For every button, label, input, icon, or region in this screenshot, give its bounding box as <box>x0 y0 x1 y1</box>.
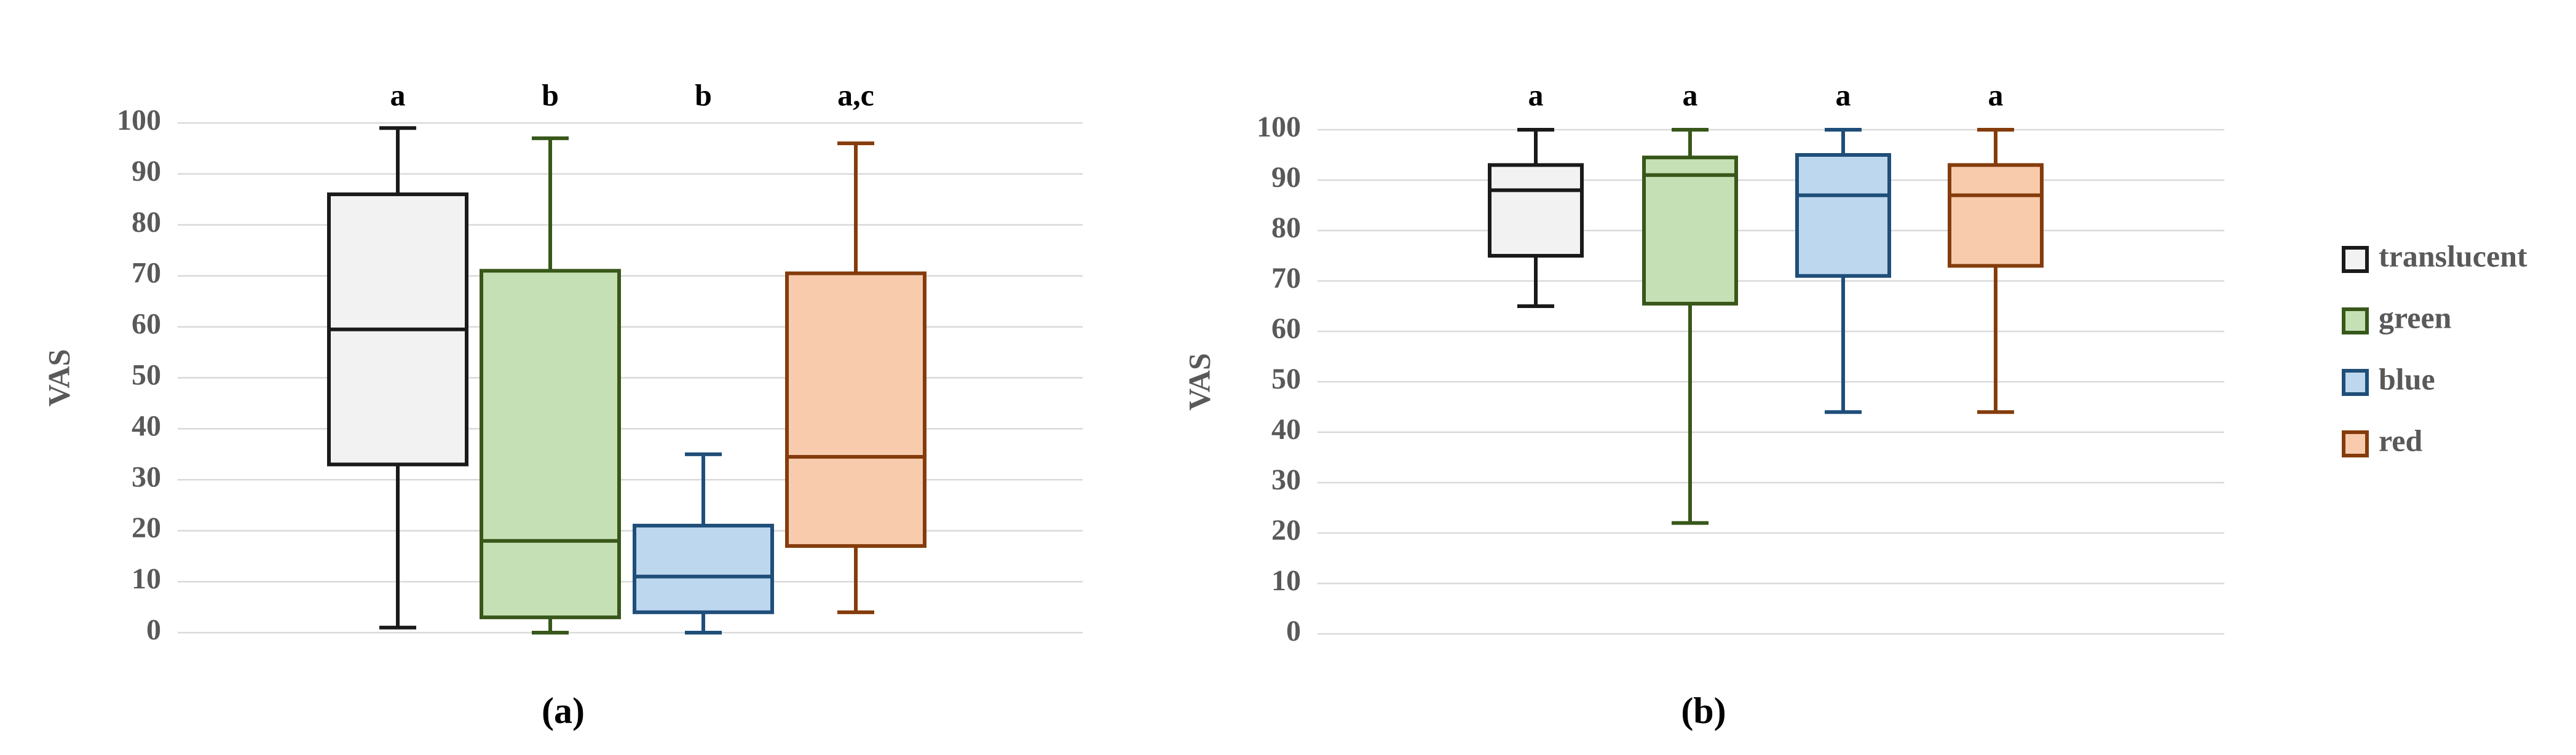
legend-swatch <box>2342 307 2369 334</box>
group-letter: a <box>1836 77 1851 112</box>
group-letter: a,c <box>837 77 874 112</box>
y-tick-label: 30 <box>132 461 161 493</box>
y-tick-label: 50 <box>132 359 161 392</box>
y-tick-label: 20 <box>132 512 161 544</box>
y-tick-label: 10 <box>132 563 161 595</box>
y-tick-label: 20 <box>1271 514 1301 547</box>
panel-label: (a) <box>542 690 585 731</box>
legend-label: green <box>2379 300 2452 334</box>
y-tick-label: 100 <box>1257 111 1301 143</box>
box <box>1795 153 1891 278</box>
y-tick-label: 80 <box>1271 211 1301 244</box>
panel-label: (b) <box>1681 690 1726 731</box>
y-tick-label: 10 <box>1271 564 1301 597</box>
box <box>785 271 926 548</box>
y-axis-label: VAS <box>1182 353 1216 411</box>
group-letter: b <box>542 77 559 112</box>
group-letter: a <box>1683 77 1698 112</box>
legend-swatch <box>2342 430 2369 457</box>
box <box>480 269 621 620</box>
y-tick-label: 40 <box>132 409 161 442</box>
y-tick-label: 60 <box>1271 312 1301 345</box>
y-tick-label: 100 <box>117 104 161 136</box>
y-tick-label: 90 <box>132 155 161 188</box>
y-tick-label: 90 <box>1271 161 1301 194</box>
legend-label: blue <box>2379 362 2435 396</box>
group-letter: a <box>1528 77 1544 112</box>
y-tick-label: 0 <box>1286 615 1301 647</box>
y-tick-label: 40 <box>1271 413 1301 446</box>
legend-label: translucent <box>2379 239 2527 273</box>
box <box>633 523 774 614</box>
y-axis-label: VAS <box>41 349 76 407</box>
legend-label: red <box>2379 423 2422 457</box>
y-tick-label: 70 <box>1271 262 1301 294</box>
group-letter: a <box>390 77 406 112</box>
legend-swatch <box>2342 369 2369 396</box>
legend-swatch <box>2342 246 2369 273</box>
y-tick-label: 30 <box>1271 464 1301 496</box>
box <box>1948 163 2044 268</box>
box <box>1488 163 1584 258</box>
y-tick-label: 0 <box>146 614 161 646</box>
y-tick-label: 80 <box>132 206 161 239</box>
group-letter: a <box>1988 77 2004 112</box>
box <box>1642 156 1738 306</box>
group-letter: b <box>695 77 712 112</box>
y-tick-label: 70 <box>132 257 161 290</box>
y-tick-label: 60 <box>132 308 161 341</box>
y-tick-label: 50 <box>1271 363 1301 395</box>
